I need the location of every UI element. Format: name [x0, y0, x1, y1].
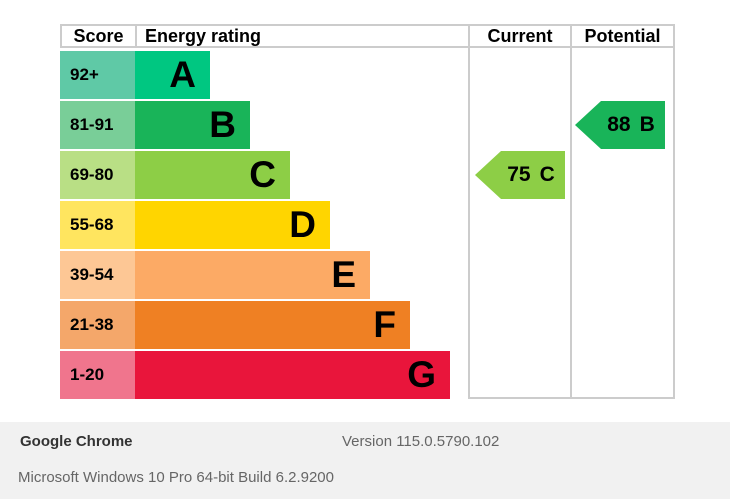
band-rows: 92+ A 81-91 B 69-80 C 55-68 D 39-54 E 21-38 F 1-20 G — [60, 51, 675, 399]
score-column-header: Score — [73, 26, 124, 46]
band-row-g: 1-20 G — [60, 351, 675, 399]
band-letter-bar: F — [135, 301, 410, 349]
browser-version-label: Version 115.0.5790.102 — [342, 433, 500, 450]
potential-rating-arrow: 88 B — [575, 101, 665, 149]
band-score-range: 55-68 — [60, 201, 135, 249]
browser-name-label: Google Chrome — [20, 433, 133, 450]
system-info-footer: Google Chrome Version 115.0.5790.102 Mic… — [0, 422, 730, 499]
table-top-border — [60, 24, 675, 26]
table-right-border — [673, 24, 675, 399]
current-rating-letter: C — [539, 163, 555, 186]
band-score-range: 69-80 — [60, 151, 135, 199]
band-row-a: 92+ A — [60, 51, 675, 99]
table-bottom-border — [468, 397, 675, 399]
header-left-border — [60, 24, 62, 48]
band-row-e: 39-54 E — [60, 251, 675, 299]
current-rating-score: 75 — [507, 163, 531, 186]
band-row-c: 69-80 C — [60, 151, 675, 199]
band-score-range: 1-20 — [60, 351, 135, 399]
os-info-label: Microsoft Windows 10 Pro 64-bit Build 6.… — [18, 469, 334, 486]
band-letter-bar: E — [135, 251, 370, 299]
potential-column-divider — [570, 24, 572, 399]
energy-rating-column-header: Energy rating — [145, 26, 262, 46]
potential-rating-letter: B — [639, 113, 655, 136]
band-row-b: 81-91 B — [60, 101, 675, 149]
score-column-divider — [135, 24, 137, 48]
potential-rating-score: 88 — [607, 113, 631, 136]
band-letter-bar: G — [135, 351, 450, 399]
potential-column-header: Potential — [584, 26, 661, 46]
band-letter-bar: A — [135, 51, 210, 99]
band-score-range: 21-38 — [60, 301, 135, 349]
band-row-f: 21-38 F — [60, 301, 675, 349]
band-score-range: 81-91 — [60, 101, 135, 149]
band-score-range: 92+ — [60, 51, 135, 99]
band-row-d: 55-68 D — [60, 201, 675, 249]
current-column-header: Current — [487, 26, 553, 46]
band-letter-bar: D — [135, 201, 330, 249]
header-bottom-border — [60, 46, 675, 48]
current-column-divider — [468, 24, 470, 399]
band-letter-bar: C — [135, 151, 290, 199]
band-score-range: 39-54 — [60, 251, 135, 299]
band-letter-bar: B — [135, 101, 250, 149]
